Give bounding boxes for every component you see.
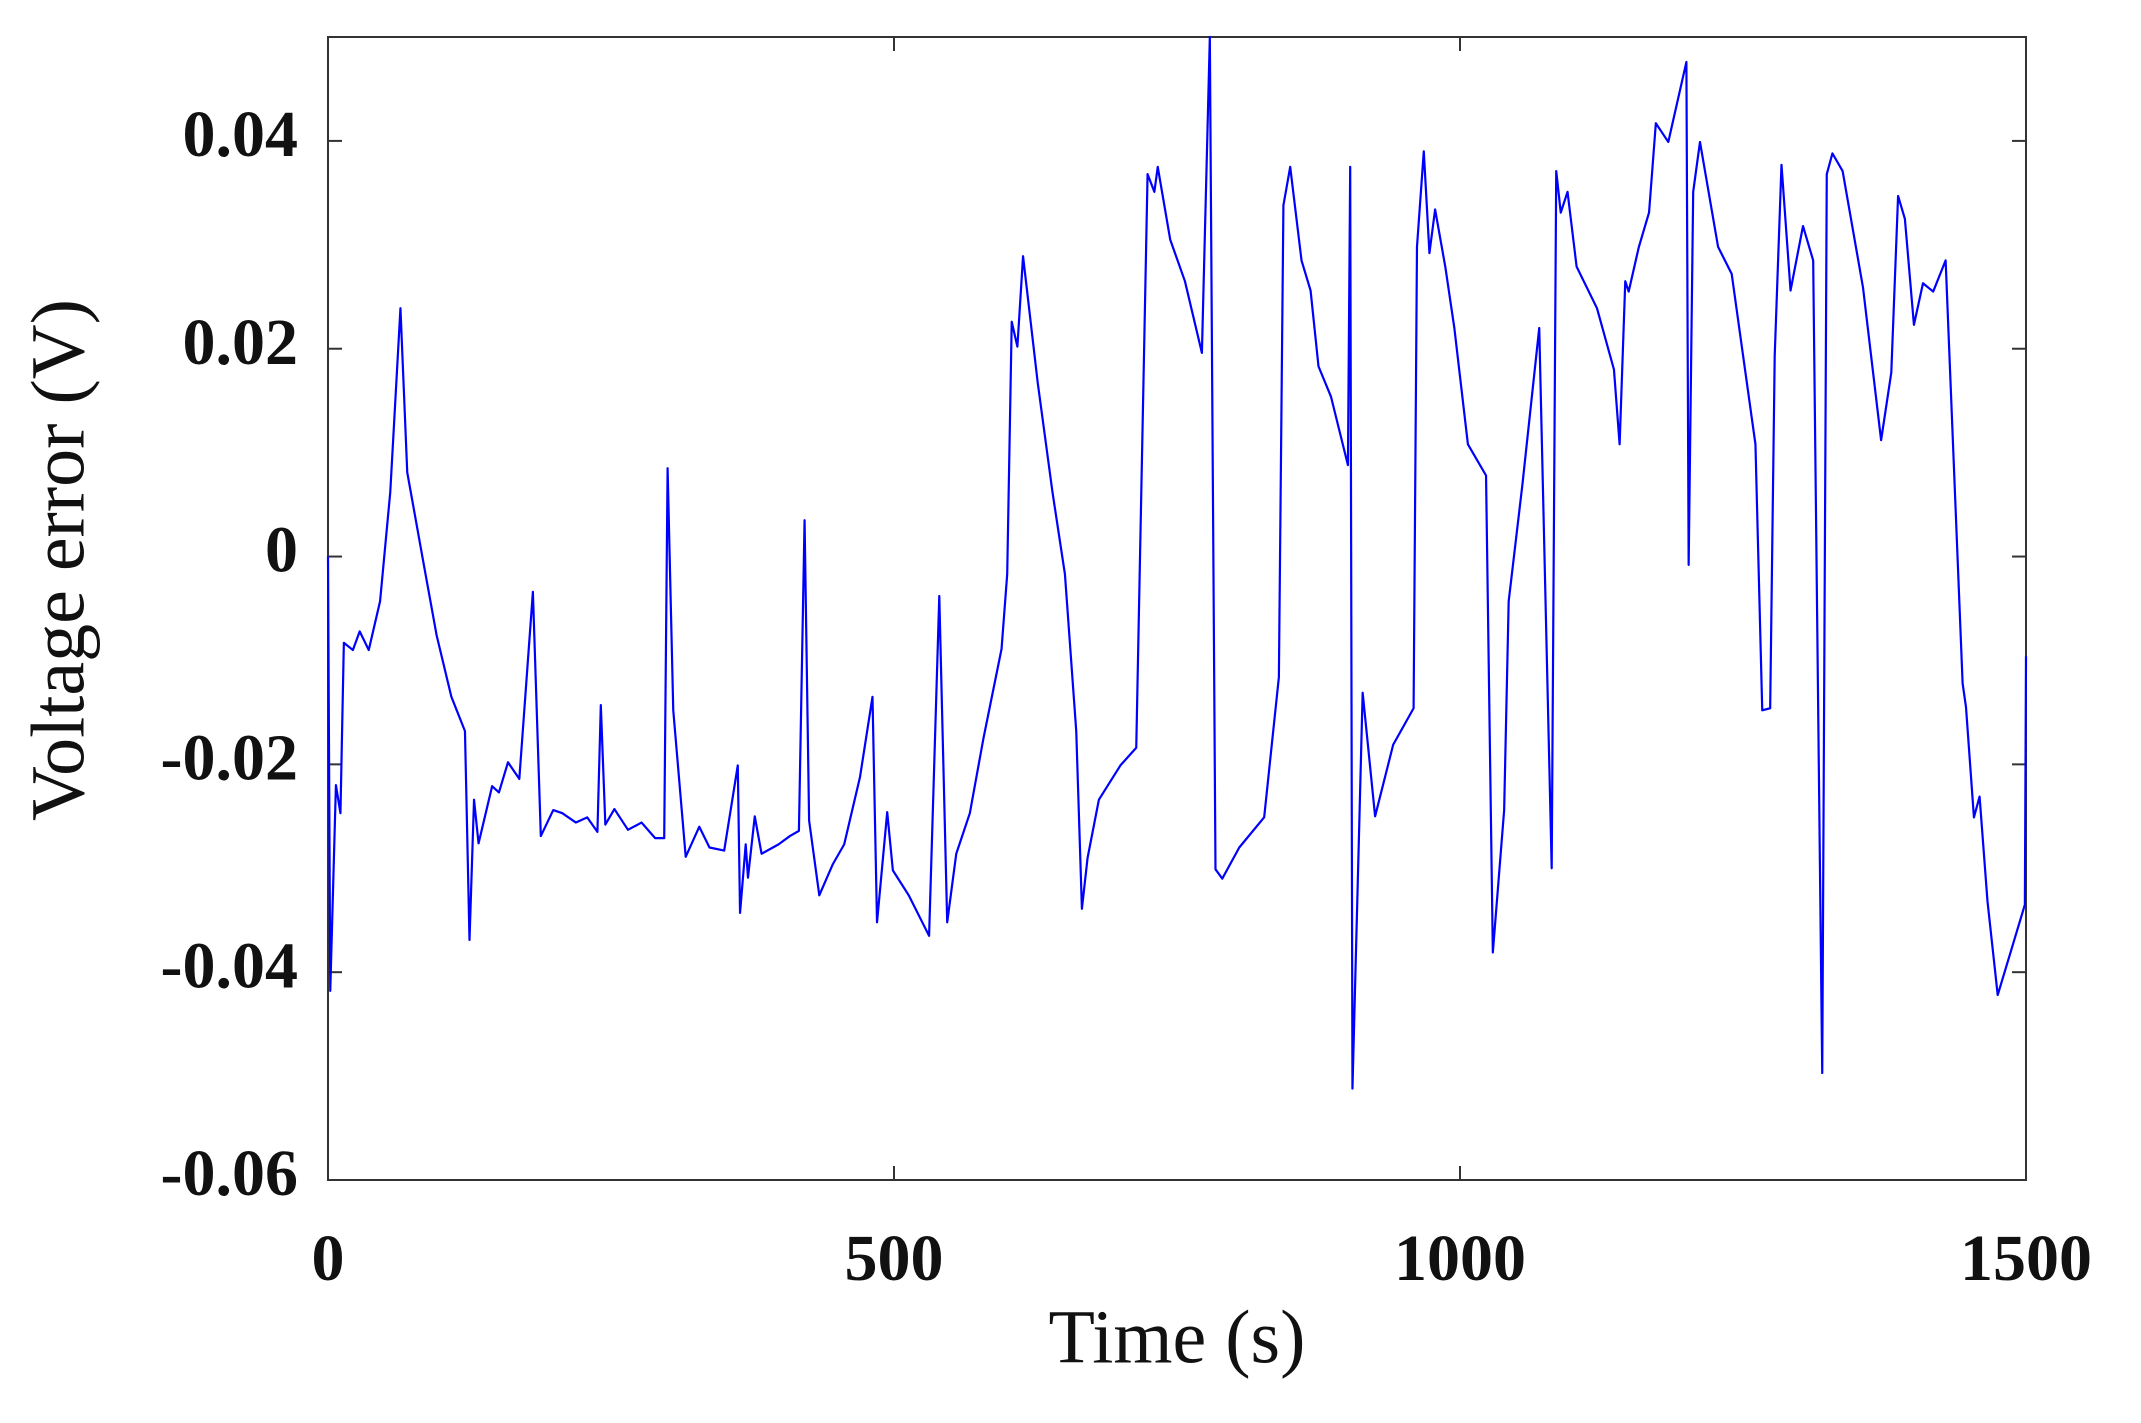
y-tick-label: 0 xyxy=(265,514,298,587)
data-line xyxy=(326,35,2028,1090)
x-tick-label: 1000 xyxy=(1394,1222,1526,1295)
y-tick-label: -0.04 xyxy=(161,929,298,1002)
y-tick-label: 0.04 xyxy=(183,98,299,171)
y-tick-label: -0.02 xyxy=(161,722,298,795)
x-tick-label: 500 xyxy=(845,1222,944,1295)
y-tick-label: -0.06 xyxy=(161,1137,298,1210)
y-axis-label: Voltage error (V) xyxy=(16,299,100,821)
x-tick-label: 0 xyxy=(312,1222,345,1295)
x-axis-label: Time (s) xyxy=(1049,1295,1306,1379)
x-tick-label: 1500 xyxy=(1960,1222,2092,1295)
y-tick-label: 0.02 xyxy=(183,306,299,379)
